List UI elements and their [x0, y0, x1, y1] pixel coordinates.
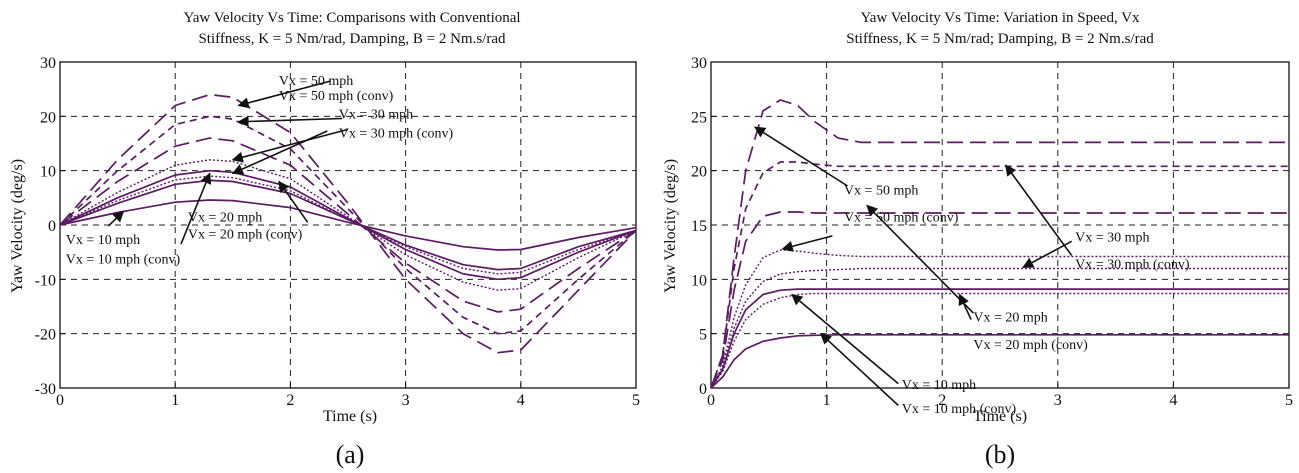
annotation-label: Vx = 50 mph	[844, 184, 918, 199]
x-tick-label: 0	[707, 392, 715, 409]
y-tick-label: 10	[691, 272, 707, 289]
annotation-arrow	[753, 126, 848, 187]
plot-area-b: 0 1 2 3 4 5 0 5 10 15 20 25 30 Vx = 50 mph Vx = 50 mph…	[691, 55, 1293, 417]
series-line	[59, 159, 637, 291]
x-tick-label: 5	[632, 392, 640, 409]
y-tick-label: 20	[691, 164, 707, 181]
y-tick-label: 25	[691, 109, 707, 126]
annotation-label: Vx = 50 mph (conv)	[844, 211, 959, 226]
annotation-arrow	[1005, 164, 1073, 256]
x-tick-label: 2	[286, 392, 294, 409]
y-tick-label: 30	[40, 55, 56, 72]
series-line	[710, 333, 1289, 389]
annotation-arrow	[231, 128, 349, 163]
annotation-arrow	[791, 293, 899, 385]
annotation-label: Vx = 10 mph (conv)	[902, 402, 1017, 417]
annotation-arrow	[180, 172, 212, 245]
x-axis-label: Time (s)	[973, 408, 1027, 425]
annotation-arrow	[278, 180, 309, 223]
x-axis-label: Time (s)	[323, 408, 377, 425]
series-line	[59, 199, 637, 251]
annotation-label: Vx = 20 mph (conv)	[188, 228, 303, 243]
annotation-label: Vx = 30 mph	[1075, 230, 1149, 245]
annotation-arrow	[107, 210, 125, 227]
x-tick-label: 1	[823, 392, 831, 409]
chart-panel-b: Yaw Velocity Vs Time: Variation in Speed…	[662, 10, 1293, 469]
x-tick-label: 3	[1054, 392, 1062, 409]
annotation-arrow	[237, 115, 343, 128]
chart-panel-a: Yaw Velocity Vs Time: Comparisons with C…	[9, 10, 640, 469]
series-line	[59, 169, 637, 281]
series-line	[710, 267, 1289, 389]
panel-label: (b)	[985, 440, 1015, 469]
y-tick-label: 5	[699, 327, 707, 344]
series-line	[59, 137, 637, 313]
annotation-label: Vx = 30 mph (conv)	[339, 127, 454, 142]
annotation-arrow	[866, 204, 974, 314]
x-tick-label: 3	[402, 392, 410, 409]
chart-title-line1: Yaw Velocity Vs Time: Variation in Speed…	[860, 10, 1140, 26]
annotation-label: Vx = 20 mph (conv)	[973, 338, 1088, 353]
y-tick-label: 15	[691, 218, 707, 235]
annotation-label: Vx = 20 mph	[188, 211, 262, 226]
series-line	[59, 115, 637, 335]
series-line	[710, 211, 1289, 389]
chart-title-line2: Stiffness, K = 5 Nm/rad; Damping, B = 2 …	[846, 31, 1154, 47]
y-tick-label: 0	[699, 381, 707, 398]
y-axis-label: Yaw Velocity (deg/s)	[9, 159, 26, 293]
y-tick-label: -30	[35, 381, 56, 398]
series-line	[59, 93, 637, 354]
y-tick-label: 10	[40, 164, 56, 181]
annotation-label: Vx = 10 mph	[66, 233, 140, 248]
y-axis-label: Yaw Velocity (deg/s)	[662, 159, 679, 293]
series-line	[59, 179, 637, 271]
x-tick-label: 1	[171, 392, 179, 409]
annotation-label: Vx = 30 mph	[339, 108, 413, 123]
y-tick-label: -10	[35, 272, 56, 289]
series-line	[710, 288, 1289, 389]
annotation-arrow	[237, 80, 331, 109]
x-tick-label: 2	[938, 392, 946, 409]
y-tick-label: -20	[35, 327, 56, 344]
annotation-arrow	[819, 332, 899, 406]
series-line	[710, 292, 1289, 389]
annotation-arrow	[1022, 240, 1073, 269]
series-line	[710, 99, 1289, 389]
y-tick-label: 0	[48, 218, 56, 235]
series-line	[710, 161, 1289, 389]
annotation-arrow	[958, 293, 972, 320]
x-tick-label: 0	[56, 392, 64, 409]
x-tick-label: 4	[1169, 392, 1177, 409]
annotation-label: Vx = 10 mph	[902, 378, 976, 393]
x-tick-label: 4	[517, 392, 525, 409]
annotation-label: Vx = 20 mph	[973, 311, 1047, 326]
x-tick-label: 5	[1285, 392, 1293, 409]
chart-title-line2: Stiffness, K = 5 Nm/rad, Damping, B = 2 …	[198, 31, 506, 47]
annotation-label: Vx = 50 mph (conv)	[279, 89, 394, 104]
annotation-label: Vx = 30 mph (conv)	[1075, 257, 1190, 272]
annotation-label: Vx = 10 mph (conv)	[66, 253, 181, 268]
annotation-arrow	[231, 130, 328, 175]
panel-label: (a)	[336, 440, 365, 469]
y-tick-label: 20	[40, 109, 56, 126]
annotation-label: Vx = 50 mph	[279, 74, 353, 89]
annotation-arrow	[781, 235, 833, 252]
chart-title-line1: Yaw Velocity Vs Time: Comparisons with C…	[183, 10, 520, 26]
y-tick-label: 30	[691, 55, 707, 72]
